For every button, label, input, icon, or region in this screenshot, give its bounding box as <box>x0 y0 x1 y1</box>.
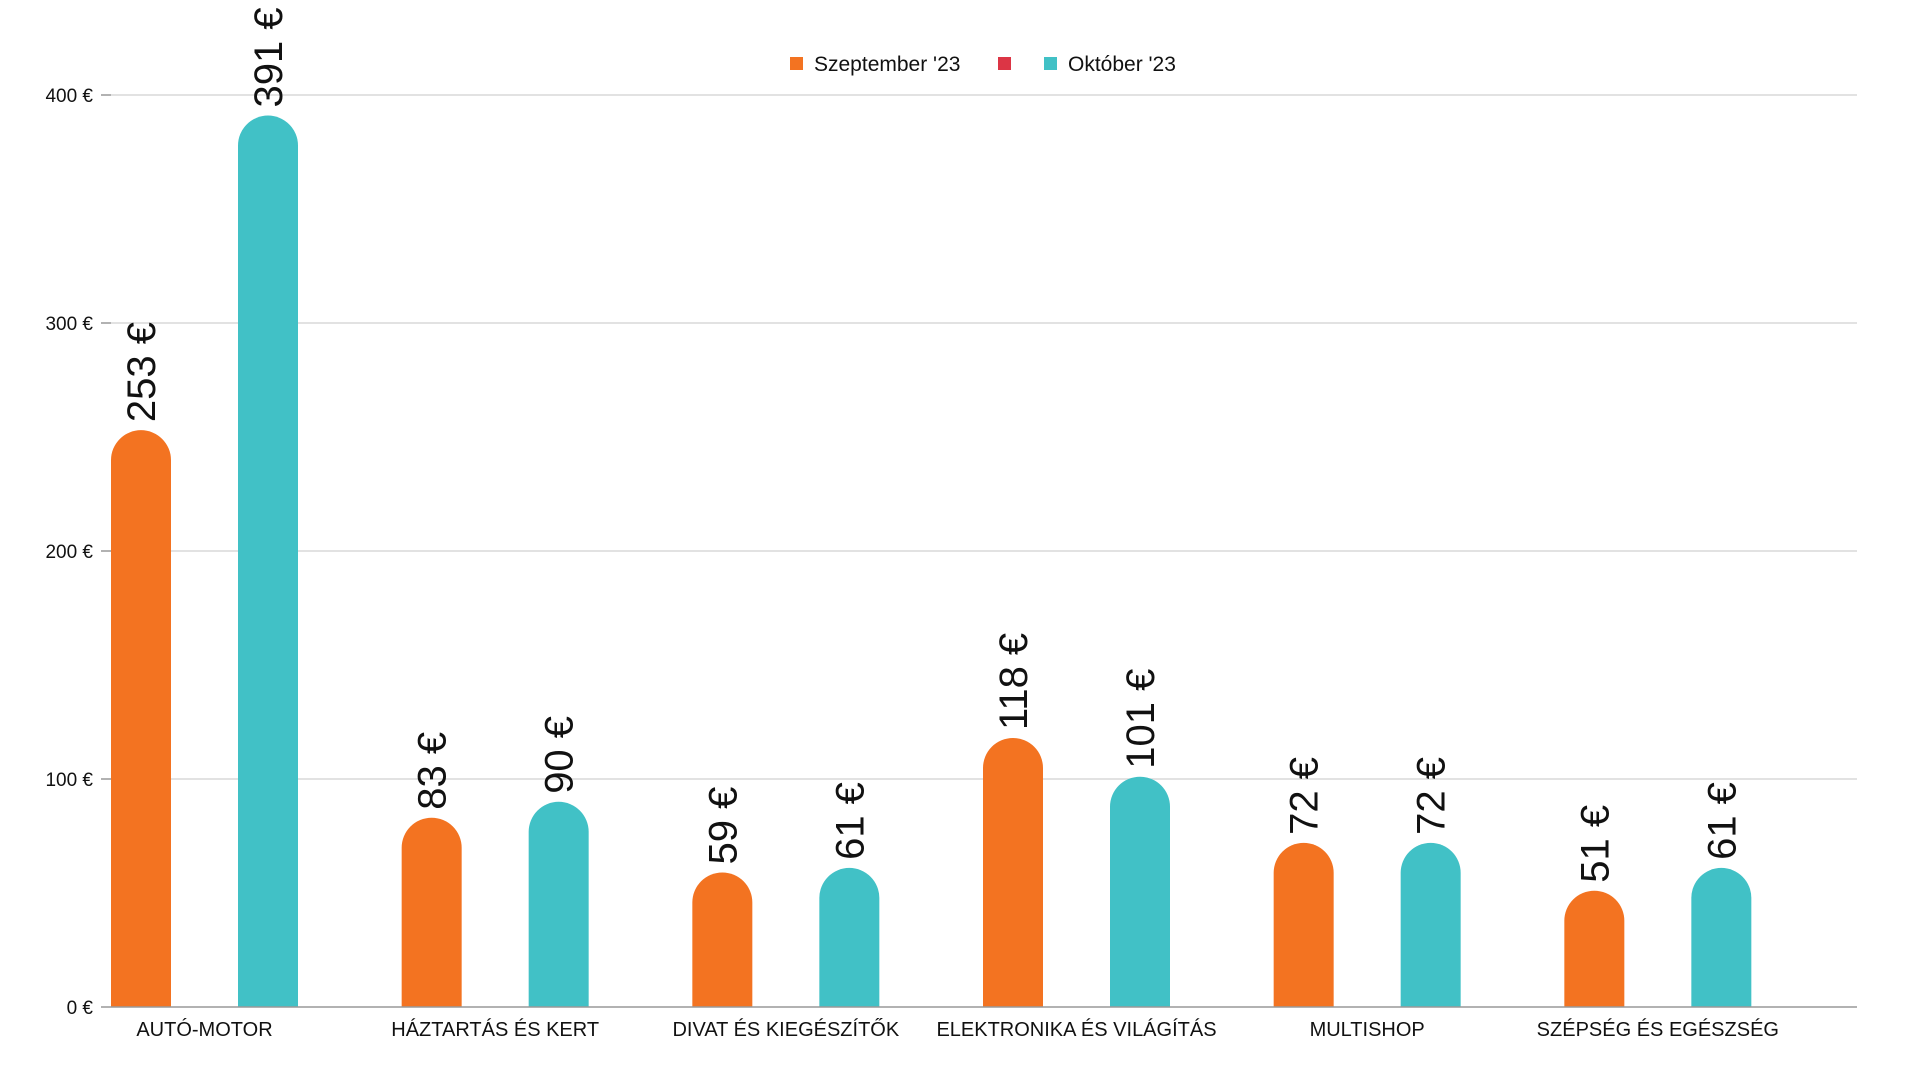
y-tick-label: 400 € <box>45 86 93 107</box>
legend-swatch <box>998 57 1011 70</box>
bar-oktober-1[interactable] <box>528 801 589 1007</box>
value-label: 391 € <box>247 7 291 107</box>
legend-label: Szeptember '23 <box>814 53 960 76</box>
value-label: 61 € <box>828 782 872 860</box>
legend-item-1[interactable] <box>998 57 1011 70</box>
value-label: 83 € <box>411 732 455 810</box>
bar-szeptember-2[interactable] <box>692 872 753 1007</box>
legend-swatch <box>1044 57 1057 70</box>
gridlines <box>111 94 1857 780</box>
x-category-label: MULTISHOP <box>1310 1019 1425 1041</box>
x-category-label: DIVAT ÉS KIEGÉSZÍTŐK <box>672 1018 899 1041</box>
x-axis: AUTÓ-MOTOR HÁZTARTÁS ÉS KERT DIVAT ÉS KIEG… <box>111 1006 1857 1041</box>
bar-oktober-0[interactable] <box>238 115 298 1008</box>
bars <box>111 115 1752 1008</box>
y-tick-label: 0 € <box>67 998 94 1019</box>
bar-szeptember-3[interactable] <box>983 737 1043 1007</box>
bar-szeptember-4[interactable] <box>1273 842 1334 1007</box>
legend-swatch <box>790 57 803 70</box>
x-category-label: HÁZTARTÁS ÉS KERT <box>391 1018 599 1041</box>
x-category-label: SZÉPSÉG ÉS EGÉSZSÉG <box>1537 1018 1779 1041</box>
value-label: 90 € <box>538 716 582 794</box>
value-label: 118 € <box>992 633 1036 730</box>
y-tick-label: 300 € <box>45 314 93 335</box>
legend-item-2[interactable]: Október '23 <box>1044 53 1176 76</box>
x-category-label: AUTÓ-MOTOR <box>136 1018 272 1041</box>
value-label: 72 € <box>1283 757 1327 835</box>
value-label: 61 € <box>1700 782 1744 860</box>
value-label: 101 € <box>1119 669 1163 769</box>
x-category-label: ELEKTRONIKA ÉS VILÁGÍTÁS <box>936 1018 1216 1041</box>
y-axis: 0 € 100 € 200 € 300 € 400 € <box>45 86 111 1019</box>
bar-oktober-5[interactable] <box>1691 867 1752 1007</box>
bar-szeptember-1[interactable] <box>401 817 462 1007</box>
bar-oktober-2[interactable] <box>819 867 880 1007</box>
legend-label: Október '23 <box>1068 53 1176 76</box>
bar-oktober-4[interactable] <box>1400 842 1461 1007</box>
value-label: 51 € <box>1573 805 1617 883</box>
value-label: 72 € <box>1410 757 1454 835</box>
y-tick-label: 100 € <box>45 770 93 791</box>
value-label: 253 € <box>120 322 164 422</box>
legend[interactable]: Szeptember '23 Október '23 <box>790 53 1176 76</box>
y-tick-label: 200 € <box>45 542 93 563</box>
bar-szeptember-5[interactable] <box>1564 890 1625 1007</box>
value-label: 59 € <box>701 787 745 865</box>
bar-szeptember-0[interactable] <box>111 430 172 1007</box>
legend-item-0[interactable]: Szeptember '23 <box>790 53 960 76</box>
bar-oktober-3[interactable] <box>1110 776 1170 1007</box>
value-labels: 253 € 391 € 83 € 90 € 59 € 61 € 118 € 101 € 72 €… <box>120 7 1744 882</box>
